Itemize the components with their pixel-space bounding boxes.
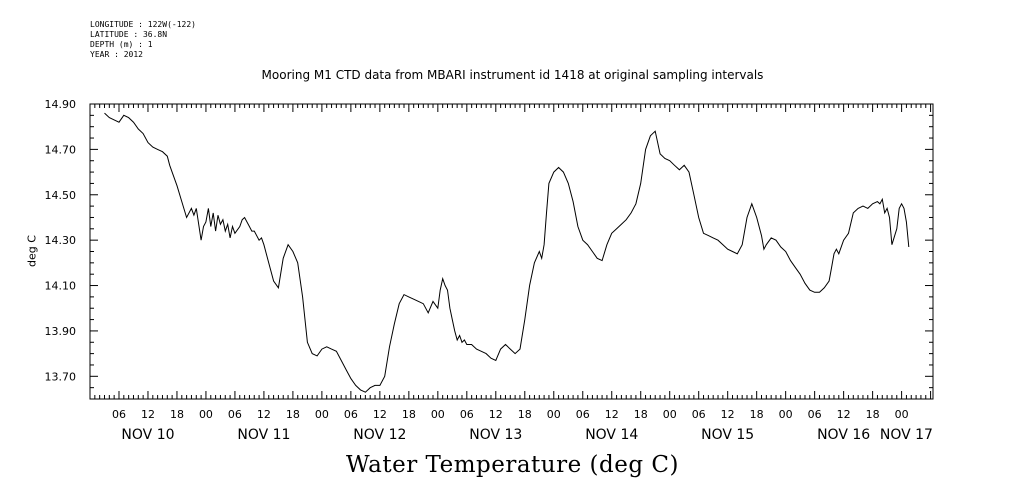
x-hour-label: 06 xyxy=(692,408,706,421)
x-hour-label: 12 xyxy=(489,408,503,421)
x-hour-label: 00 xyxy=(895,408,909,421)
y-tick-label: 14.30 xyxy=(45,234,77,247)
x-hour-label: 00 xyxy=(315,408,329,421)
series-line xyxy=(104,112,910,393)
x-hour-label: 00 xyxy=(547,408,561,421)
x-hour-label: 00 xyxy=(199,408,213,421)
y-tick-label: 13.90 xyxy=(45,325,77,338)
year-text: YEAR : 2012 xyxy=(90,50,143,59)
y-tick-label: 14.50 xyxy=(45,189,77,202)
y-tick-label: 14.70 xyxy=(45,143,77,156)
x-hour-label: 06 xyxy=(460,408,474,421)
x-hour-label: 12 xyxy=(721,408,735,421)
latitude-text: LATITUDE : 36.8N xyxy=(90,30,168,39)
x-day-label: NOV 12 xyxy=(353,427,406,443)
x-hour-label: 06 xyxy=(576,408,590,421)
x-hour-label: 00 xyxy=(431,408,445,421)
x-day-label: NOV 10 xyxy=(121,427,174,443)
x-hour-label: 18 xyxy=(170,408,184,421)
x-axis-label: Water Temperature (deg C) xyxy=(346,452,679,478)
x-day-label: NOV 14 xyxy=(585,427,638,443)
x-hour-label: 12 xyxy=(141,408,155,421)
metadata-block: LONGITUDE : 122W(-122) LATITUDE : 36.8N … xyxy=(90,20,196,60)
x-hour-label: 00 xyxy=(779,408,793,421)
x-day-label: NOV 13 xyxy=(469,427,522,443)
x-hour-label: 12 xyxy=(373,408,387,421)
y-tick-label: 14.90 xyxy=(45,98,77,111)
y-tick-label: 13.70 xyxy=(45,370,77,383)
x-hour-label: 06 xyxy=(228,408,242,421)
longitude-text: LONGITUDE : 122W(-122) xyxy=(90,20,196,29)
x-day-label: NOV 16 xyxy=(817,427,870,443)
x-hour-label: 12 xyxy=(257,408,271,421)
x-hour-label: 18 xyxy=(286,408,300,421)
x-hour-label: 12 xyxy=(605,408,619,421)
x-hour-label: 18 xyxy=(750,408,764,421)
x-day-label: NOV 11 xyxy=(237,427,290,443)
plot-frame xyxy=(89,103,934,400)
x-hour-label: 06 xyxy=(344,408,358,421)
x-hour-label: 18 xyxy=(634,408,648,421)
y-tick-label: 14.10 xyxy=(45,280,77,293)
x-hour-label: 18 xyxy=(402,408,416,421)
x-hour-label: 06 xyxy=(112,408,126,421)
chart-title: Mooring M1 CTD data from MBARI instrumen… xyxy=(261,68,764,82)
y-axis-label: deg C xyxy=(25,235,39,267)
x-day-label: NOV 15 xyxy=(701,427,754,443)
x-axis-ticks: 06 12 18 00 06 12 18 00 06 12 18 00 06 12 18 00 06 12 18 00… xyxy=(89,104,933,443)
x-hour-label: 12 xyxy=(837,408,851,421)
depth-text: DEPTH (m) : 1 xyxy=(90,40,153,49)
x-hour-label: 00 xyxy=(663,408,677,421)
y-axis-ticks: 13.70 13.90 14.10 14.30 14.50 14.70 14.90 xyxy=(45,98,933,400)
x-hour-label: 18 xyxy=(518,408,532,421)
x-hour-label: 18 xyxy=(866,408,880,421)
x-day-label: NOV 17 xyxy=(880,427,933,443)
x-hour-label: 06 xyxy=(808,408,822,421)
